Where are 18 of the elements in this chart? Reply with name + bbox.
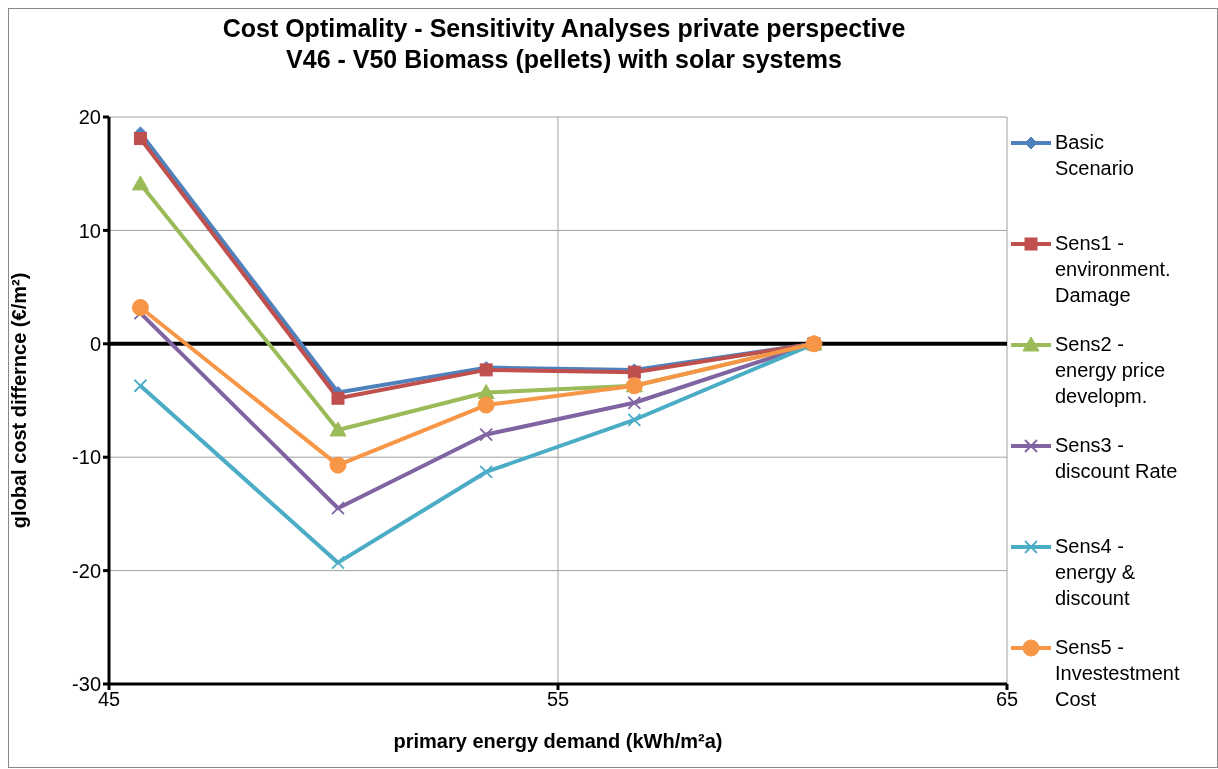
x-tick-label: 55	[546, 688, 570, 711]
y-tick-label: 10	[78, 219, 101, 242]
chart-title: Cost Optimality - Sensitivity Analyses private perspective	[221, 13, 907, 44]
x-tick-label: 65	[995, 688, 1019, 711]
x-axis-title: primary energy demand (kWh/m²a)	[393, 730, 723, 752]
legend-label: Basic Scenario	[1055, 130, 1135, 181]
chart-subtitle: V46 - V50 Biomass (pellets) with solar systems	[285, 44, 843, 75]
y-tick-label: 0	[89, 332, 101, 355]
legend-label: Sens1 - environment. Damage	[1055, 231, 1172, 308]
y-tick-label: -10	[72, 446, 101, 469]
y-axis-title: global cost differnce (€/m²)	[8, 272, 31, 529]
y-tick-label: -20	[72, 559, 101, 582]
legend-label: Sens3 - discount Rate	[1055, 433, 1179, 484]
legend-label: Sens5 - Investestment Cost	[1055, 635, 1181, 712]
y-tick-label: -30	[72, 673, 101, 696]
legend-label: Sens2 - energy price developm.	[1055, 332, 1167, 409]
legend-label: Sens4 - energy & discount	[1055, 534, 1137, 611]
y-tick-label: 20	[78, 106, 101, 129]
